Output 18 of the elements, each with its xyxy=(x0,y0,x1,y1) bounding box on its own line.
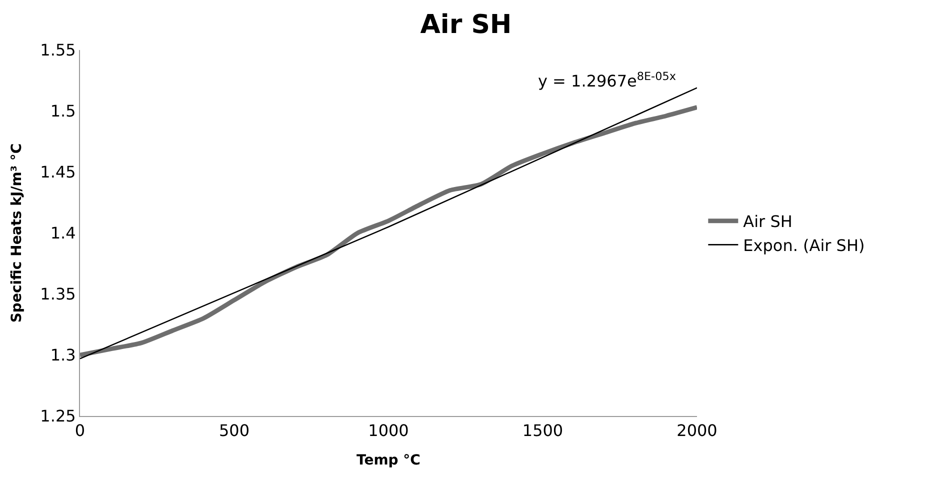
y-tick-label: 1.4 xyxy=(50,224,76,243)
x-tick-label: 1000 xyxy=(368,421,409,440)
legend-label: Expon. (Air SH) xyxy=(743,236,865,255)
x-tick-label: 500 xyxy=(218,421,250,440)
y-tick-label: 1.3 xyxy=(50,346,76,365)
x-tick-label: 1500 xyxy=(522,421,564,440)
y-tick-label: 1.55 xyxy=(40,40,76,60)
y-tick-label: 1.35 xyxy=(40,284,76,304)
x-axis-title: Temp °C xyxy=(356,452,420,468)
y-axis-title: Specific Heats kJ/m³ °C xyxy=(8,143,25,323)
x-tick-label: 0 xyxy=(74,421,86,440)
x-tick-label: 2000 xyxy=(676,421,718,440)
y-tick-label: 1.5 xyxy=(50,102,76,121)
y-tick-label: 1.25 xyxy=(40,406,76,426)
y-tick-label: 1.45 xyxy=(40,162,76,182)
legend-label: Air SH xyxy=(743,212,792,232)
chart-title: Air SH xyxy=(420,10,512,40)
annotation: y = 1.2967e$^{8E-05x}$ xyxy=(538,70,676,91)
